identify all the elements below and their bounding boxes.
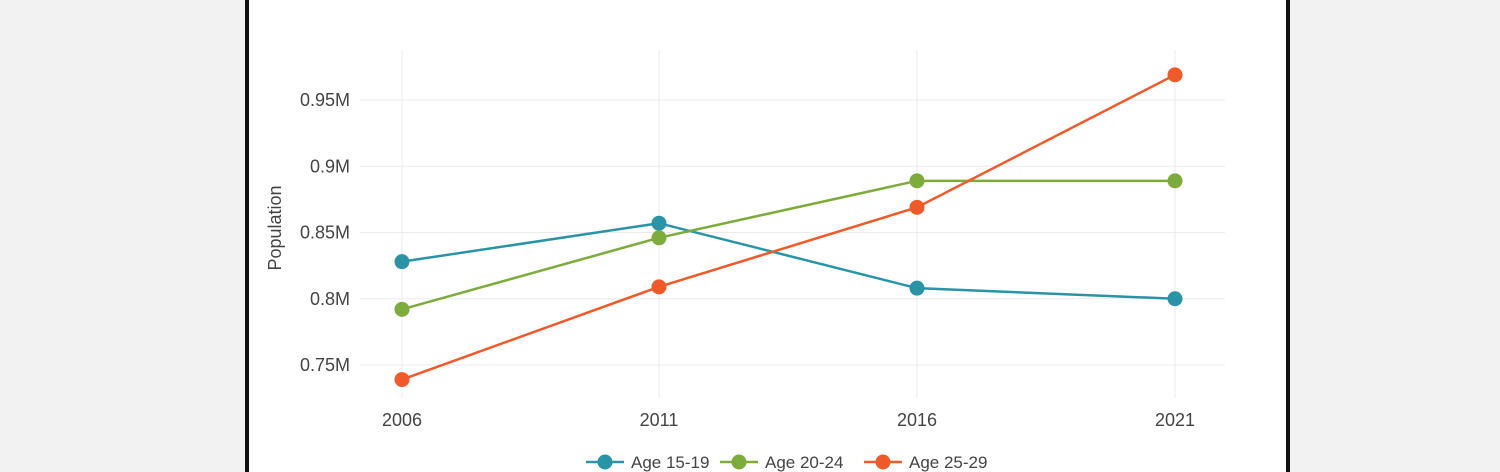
legend-marker (597, 454, 613, 470)
data-point[interactable] (651, 279, 667, 295)
legend-item[interactable]: Age 15-19 (586, 453, 709, 472)
legend-label: Age 25-29 (909, 453, 987, 472)
series-1 (394, 215, 1183, 307)
x-axis-ticks: 2006 2011 2016 2021 (382, 410, 1195, 430)
y-tick-label: 0.75M (300, 355, 350, 375)
gridlines (360, 50, 1225, 398)
legend-item[interactable]: Age 25-29 (864, 453, 987, 472)
legend-item[interactable]: Age 20-24 (720, 453, 843, 472)
data-point[interactable] (651, 215, 667, 231)
series-3 (394, 67, 1183, 388)
legend: Age 15-19 Age 20-24 Age 25-29 (586, 453, 987, 472)
legend-label: Age 15-19 (631, 453, 709, 472)
y-axis-ticks: 0.75M 0.8M 0.85M 0.9M 0.95M (300, 90, 350, 375)
data-point[interactable] (909, 280, 925, 296)
series-line (401, 73, 1176, 381)
data-point[interactable] (394, 301, 410, 317)
legend-label: Age 20-24 (765, 453, 843, 472)
data-point[interactable] (1167, 173, 1183, 189)
series-group (394, 67, 1183, 388)
series-line (401, 221, 1176, 300)
data-point[interactable] (651, 230, 667, 246)
series-2 (394, 173, 1183, 317)
data-point[interactable] (394, 372, 410, 388)
x-tick-label: 2016 (897, 410, 937, 430)
chart-panel (245, 0, 1290, 472)
y-tick-label: 0.9M (310, 156, 350, 176)
series-line (401, 179, 1175, 311)
data-point[interactable] (909, 173, 925, 189)
x-tick-label: 2006 (382, 410, 422, 430)
x-tick-label: 2021 (1155, 410, 1195, 430)
y-tick-label: 0.8M (310, 289, 350, 309)
legend-marker (731, 454, 747, 470)
data-point[interactable] (1167, 291, 1183, 307)
data-point[interactable] (1167, 67, 1183, 83)
x-tick-label: 2011 (640, 410, 679, 430)
data-point[interactable] (394, 254, 410, 270)
legend-marker (875, 454, 891, 470)
y-tick-label: 0.85M (300, 223, 350, 243)
data-point[interactable] (909, 199, 925, 215)
y-tick-label: 0.95M (300, 90, 350, 110)
y-axis-title: Population (265, 185, 285, 270)
